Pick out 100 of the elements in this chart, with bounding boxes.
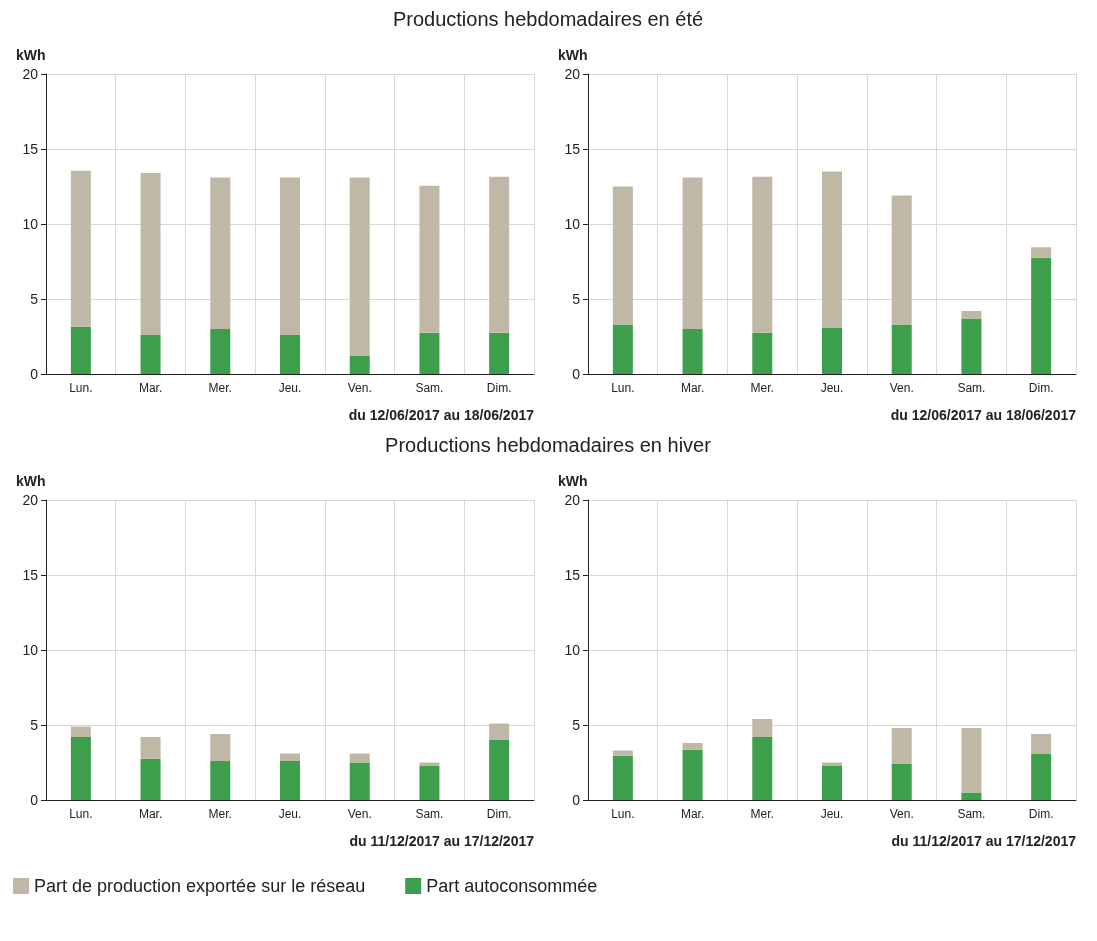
x-tick-label: Mer. bbox=[750, 381, 774, 395]
x-axis-title: du 12/06/2017 au 18/06/2017 bbox=[348, 407, 535, 423]
x-tick-label: Ven. bbox=[347, 381, 372, 395]
bar bbox=[419, 762, 440, 766]
x-tick-label: Lun. bbox=[611, 807, 635, 821]
bar bbox=[891, 324, 912, 374]
y-tick-label: 10 bbox=[22, 216, 39, 232]
bar bbox=[489, 723, 510, 740]
legend-label: Part de production exportée sur le réseau bbox=[34, 876, 366, 896]
y-tick-label: 15 bbox=[564, 567, 581, 583]
x-tick-label: Mer. bbox=[208, 807, 232, 821]
x-tick-label: Ven. bbox=[347, 807, 372, 821]
bar bbox=[489, 332, 510, 374]
y-tick-label: 20 bbox=[22, 492, 39, 508]
bar bbox=[752, 332, 773, 374]
bar bbox=[140, 173, 161, 335]
bar bbox=[752, 176, 773, 333]
bar bbox=[1031, 257, 1052, 374]
x-tick-label: Mar. bbox=[680, 807, 705, 821]
bar bbox=[612, 755, 633, 800]
x-tick-label: Lun. bbox=[69, 381, 93, 395]
legend-label: Part autoconsommée bbox=[426, 876, 598, 896]
bar bbox=[140, 335, 161, 374]
x-tick-label: Dim. bbox=[486, 807, 512, 821]
bar bbox=[822, 171, 842, 328]
y-tick-label: 20 bbox=[564, 66, 581, 82]
y-tick-label: 5 bbox=[572, 291, 581, 307]
y-tick-label: 0 bbox=[572, 366, 581, 382]
bar bbox=[70, 737, 91, 800]
y-tick-label: 0 bbox=[30, 792, 39, 808]
bar bbox=[140, 758, 161, 800]
x-tick-label: Sam. bbox=[957, 807, 986, 821]
bar bbox=[489, 176, 510, 333]
bar bbox=[961, 792, 982, 800]
y-tick-label: 0 bbox=[572, 792, 581, 808]
y-tick-label: 10 bbox=[564, 642, 581, 658]
bar bbox=[822, 765, 842, 800]
bar bbox=[140, 737, 161, 759]
bar bbox=[612, 186, 633, 325]
y-tick-label: 20 bbox=[564, 492, 581, 508]
bar bbox=[822, 327, 842, 374]
y-tick-label: 20 bbox=[22, 66, 39, 82]
chart-title: Productions hebdomadaires en hiver bbox=[384, 434, 712, 458]
bar bbox=[210, 177, 231, 329]
bar bbox=[752, 737, 773, 800]
bar bbox=[280, 761, 300, 800]
bar bbox=[961, 318, 982, 374]
bar bbox=[280, 177, 300, 335]
x-tick-label: Dim. bbox=[1028, 807, 1054, 821]
bar bbox=[349, 356, 370, 374]
x-tick-label: Mar. bbox=[680, 381, 705, 395]
chart-title: Productions hebdomadaires en été bbox=[391, 8, 705, 32]
x-tick-label: Mar. bbox=[138, 381, 163, 395]
bar bbox=[70, 726, 91, 737]
bar bbox=[349, 762, 370, 800]
bar bbox=[891, 195, 912, 325]
bar bbox=[210, 734, 231, 761]
x-tick-label: Sam. bbox=[415, 381, 444, 395]
x-tick-label: Sam. bbox=[415, 807, 444, 821]
bar bbox=[961, 728, 982, 793]
x-tick-label: Mer. bbox=[750, 807, 774, 821]
bar bbox=[349, 753, 370, 763]
x-tick-label: Ven. bbox=[889, 807, 914, 821]
y-tick-label: 10 bbox=[22, 642, 39, 658]
bar bbox=[682, 743, 703, 750]
bar bbox=[210, 761, 231, 800]
x-tick-label: Lun. bbox=[69, 807, 93, 821]
x-tick-label: Jeu. bbox=[820, 381, 844, 395]
bar bbox=[419, 332, 440, 374]
bar bbox=[280, 753, 300, 761]
bar bbox=[752, 719, 773, 737]
y-axis-title: kWh bbox=[16, 47, 46, 63]
x-axis-title: du 11/12/2017 au 17/12/2017 bbox=[891, 833, 1077, 849]
bar bbox=[419, 765, 440, 800]
bar bbox=[70, 326, 91, 374]
bar bbox=[1031, 247, 1052, 258]
y-axis-title: kWh bbox=[558, 47, 588, 63]
y-tick-label: 15 bbox=[22, 141, 39, 157]
bar bbox=[682, 329, 703, 374]
y-tick-label: 0 bbox=[30, 366, 39, 382]
x-axis-title: du 12/06/2017 au 18/06/2017 bbox=[890, 407, 1077, 423]
y-axis-title: kWh bbox=[558, 473, 588, 489]
bar bbox=[612, 750, 633, 756]
x-tick-label: Dim. bbox=[486, 381, 512, 395]
y-axis-title: kWh bbox=[16, 473, 46, 489]
bar bbox=[1031, 734, 1052, 754]
x-tick-label: Jeu. bbox=[278, 381, 302, 395]
y-tick-label: 15 bbox=[22, 567, 39, 583]
bar bbox=[891, 764, 912, 800]
x-tick-label: Ven. bbox=[889, 381, 914, 395]
x-tick-label: Jeu. bbox=[278, 807, 302, 821]
y-tick-label: 5 bbox=[572, 717, 581, 733]
bar bbox=[280, 335, 300, 374]
x-tick-label: Mer. bbox=[208, 381, 232, 395]
x-tick-label: Dim. bbox=[1028, 381, 1054, 395]
y-tick-label: 5 bbox=[30, 717, 39, 733]
x-tick-label: Lun. bbox=[611, 381, 635, 395]
bar bbox=[210, 329, 231, 374]
bar bbox=[419, 185, 440, 333]
bar bbox=[489, 740, 510, 800]
